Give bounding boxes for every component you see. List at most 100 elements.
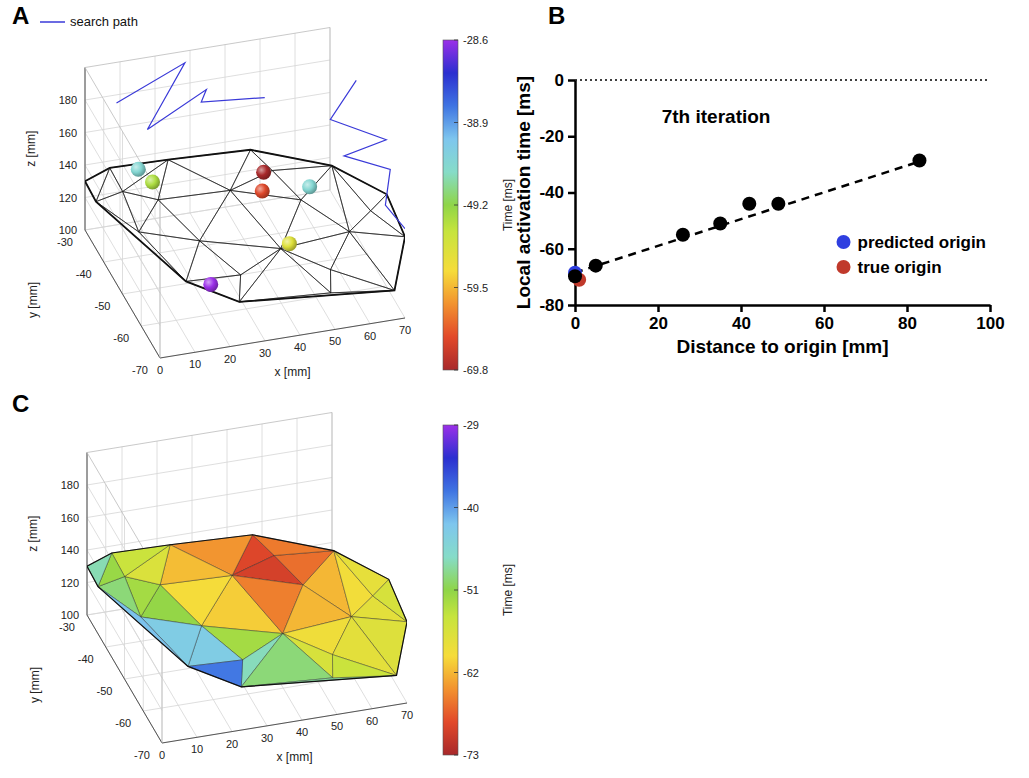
sphere bbox=[256, 165, 271, 180]
x-tick-label: 0 bbox=[157, 364, 163, 376]
box-edge bbox=[160, 196, 161, 359]
grid-line bbox=[190, 50, 191, 213]
x-tick-label: 30 bbox=[259, 347, 271, 359]
x-tick-label: 80 bbox=[898, 314, 917, 333]
colorbar-title: Time [ms] bbox=[501, 564, 515, 616]
mesh-face bbox=[239, 249, 331, 302]
mesh-face bbox=[139, 232, 200, 281]
mesh-face bbox=[230, 150, 272, 191]
point bbox=[912, 153, 926, 167]
grid-line bbox=[160, 318, 405, 358]
y-tick-label: 0 bbox=[555, 71, 564, 90]
legend-label: true origin bbox=[858, 258, 942, 277]
colorbar-tick bbox=[454, 755, 458, 756]
x-tick-mark bbox=[657, 305, 660, 312]
x-tick-mark bbox=[989, 305, 992, 312]
y-tick-label: -50 bbox=[95, 300, 111, 312]
y-tick-label: -60 bbox=[115, 717, 131, 729]
y-tick-label: -70 bbox=[132, 364, 148, 376]
grid-line bbox=[162, 703, 407, 743]
colorbar-tick bbox=[454, 287, 458, 288]
axes bbox=[85, 28, 405, 359]
chart-title: 7th iteration bbox=[662, 106, 771, 127]
x-tick-label: 60 bbox=[366, 715, 378, 727]
mesh-face bbox=[331, 270, 395, 293]
z-tick-label: 120 bbox=[59, 192, 77, 204]
axes bbox=[87, 413, 407, 744]
colorbar-tick bbox=[454, 205, 458, 206]
surface-face bbox=[274, 551, 334, 585]
mesh bbox=[85, 150, 405, 302]
colorbar-tick-label: -38.9 bbox=[463, 117, 488, 129]
tick-labels: 010203040506070-70-60-50-40-301001201401… bbox=[59, 479, 413, 761]
y-tick-label: -50 bbox=[97, 685, 113, 697]
y-tick-label: -70 bbox=[134, 749, 150, 761]
z-axis-line bbox=[87, 453, 88, 616]
x-axis-line bbox=[160, 318, 405, 358]
panel-letter: B bbox=[548, 2, 565, 29]
fit-line bbox=[575, 162, 919, 273]
x-axis-line bbox=[162, 703, 407, 743]
grid-line bbox=[160, 196, 161, 359]
z-tick-label: 140 bbox=[61, 544, 79, 556]
mesh-face bbox=[200, 241, 281, 275]
legend-swatch bbox=[837, 260, 851, 274]
mesh-face bbox=[272, 166, 332, 200]
x-tick-label: 40 bbox=[296, 726, 308, 738]
y-tick: -60 bbox=[539, 240, 575, 259]
x-axis: 020406080100 bbox=[571, 305, 1005, 333]
panel-letter: A bbox=[12, 2, 29, 29]
colorbar-tick-label: -49.2 bbox=[463, 199, 488, 211]
y-axis-title: Local activation time [ms] bbox=[513, 76, 534, 309]
mesh-face bbox=[281, 232, 350, 270]
colorbar-tick-label: -62 bbox=[463, 667, 479, 679]
y-tick: -40 bbox=[539, 183, 575, 202]
legend-label: search path bbox=[70, 14, 138, 29]
surface-face bbox=[241, 634, 333, 687]
colorbar-bar bbox=[443, 425, 458, 755]
x-tick-mark bbox=[823, 305, 826, 312]
colorbar: -28.6-38.9-49.2-59.5-69.8Time [ms] bbox=[443, 34, 515, 376]
figure: 010203040506070-70-60-50-40-301001201401… bbox=[0, 0, 1029, 778]
x-axis-line bbox=[576, 304, 991, 307]
colorbar-tick bbox=[454, 40, 458, 41]
grid-line bbox=[225, 45, 226, 208]
grid-line bbox=[85, 165, 160, 293]
search-path bbox=[117, 63, 265, 130]
x-tick-label: 10 bbox=[191, 743, 203, 755]
grid-line bbox=[87, 478, 332, 518]
mesh-face bbox=[371, 194, 405, 236]
colorbar-tick bbox=[454, 425, 458, 426]
mesh-face bbox=[332, 166, 387, 211]
z-tick-label: 100 bbox=[61, 609, 79, 621]
grid-line bbox=[103, 100, 104, 263]
grid-line bbox=[85, 60, 330, 100]
y-tick-mark bbox=[568, 192, 575, 195]
mesh-face bbox=[85, 168, 110, 202]
surface-face bbox=[141, 617, 202, 666]
grid-line bbox=[87, 453, 88, 616]
point bbox=[568, 269, 582, 283]
top-frame bbox=[575, 79, 990, 81]
grid-line bbox=[85, 68, 86, 231]
colorbar-tick bbox=[454, 507, 458, 508]
mesh-outline bbox=[85, 150, 405, 302]
y-tick: -20 bbox=[539, 127, 575, 146]
surface-face bbox=[87, 553, 112, 587]
legend-swatch bbox=[40, 21, 65, 23]
surface-face bbox=[333, 655, 397, 678]
z-tick-label: 160 bbox=[61, 512, 79, 524]
grid-line bbox=[120, 62, 121, 225]
x-tick-label: 40 bbox=[294, 341, 306, 353]
box-edge bbox=[85, 68, 160, 196]
x-tick-label: 60 bbox=[364, 330, 376, 342]
z-tick-label: 120 bbox=[61, 577, 79, 589]
y-tick-mark bbox=[568, 248, 575, 251]
x-axis-title: x [mm] bbox=[275, 365, 311, 379]
y-tick-label: -60 bbox=[539, 240, 564, 259]
colorbar-bar bbox=[443, 40, 458, 370]
panel-c: 010203040506070-70-60-50-40-301001201401… bbox=[26, 413, 413, 765]
x-tick-label: 0 bbox=[159, 749, 165, 761]
grid bbox=[87, 413, 407, 744]
grid-line bbox=[87, 615, 162, 743]
